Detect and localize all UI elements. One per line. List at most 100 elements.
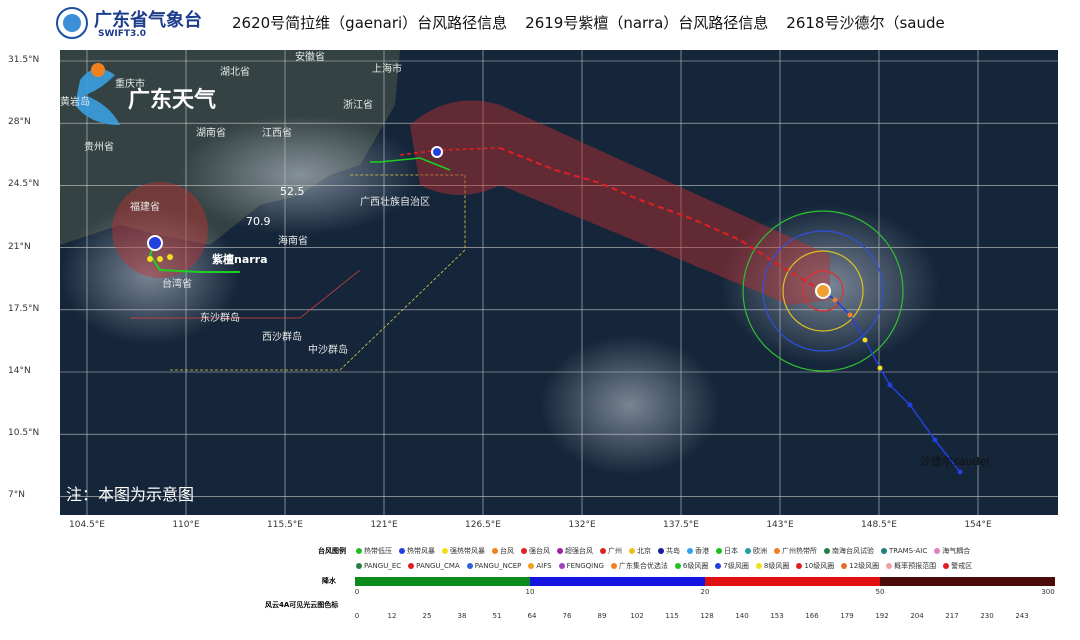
legend-label: PANGU_EC — [364, 562, 402, 570]
cloud-tick: 179 — [840, 612, 854, 620]
lon-label: 126.5°E — [465, 520, 501, 530]
precip-tick: 10 — [525, 588, 535, 596]
legend-swatch — [600, 548, 606, 554]
legend-swatch — [356, 563, 362, 569]
cloud-tick: 38 — [457, 612, 467, 620]
legend-item: 强热带风暴 — [442, 546, 485, 556]
lat-label: 28°N — [8, 117, 31, 128]
legend-swatch — [934, 548, 941, 554]
legend-label: 广州热带所 — [782, 547, 817, 555]
lat-label: 14°N — [8, 366, 31, 376]
precip-tick: 20 — [700, 588, 710, 596]
legend-swatch — [557, 548, 563, 554]
legend-label: 广东集合优选法 — [618, 562, 668, 570]
legend-item: PANGU_NCEP — [466, 562, 521, 570]
cloud-tick: 115 — [665, 612, 679, 620]
legend-item: 热带低压 — [356, 546, 392, 556]
cloud-tick: 192 — [875, 612, 889, 620]
logo-title: 广东省气象台 — [94, 10, 202, 31]
legend-swatch — [466, 563, 473, 569]
legend-row: PANGU_EC PANGU_CMA PANGU_NCEP AIFS FENGQING 广… — [356, 561, 972, 571]
legend-swatch — [408, 563, 415, 569]
legend-item: 广东集合优选法 — [610, 561, 668, 571]
logo-subtitle: SWIFT3.0 — [98, 29, 146, 39]
legend-item: 日本 — [716, 546, 738, 556]
ticker: 2620号简拉维（gaenari）台风路径信息 2619号紫檀（narra）台风路… — [232, 12, 945, 33]
lat-label: 10.5°N — [8, 428, 40, 439]
legend-swatch — [528, 563, 535, 569]
legend-swatch — [824, 548, 830, 554]
cloud-tick: 153 — [770, 612, 784, 620]
legend-item: 广州 — [600, 546, 622, 556]
legend-item: FENGQING — [558, 562, 604, 570]
legend-label: 8级风圈 — [763, 562, 790, 570]
legend-swatch — [755, 563, 762, 569]
place-label: 台湾省 — [162, 277, 192, 290]
legend-label: 欧洲 — [753, 547, 767, 555]
cloud-tick: 51 — [492, 612, 502, 620]
legend-item: 6级风圈 — [674, 561, 708, 571]
legend-label: 日本 — [724, 547, 738, 555]
legend-item: 香港 — [687, 546, 709, 556]
lon-label: 121°E — [370, 520, 398, 530]
lat-label: 17.5°N — [8, 303, 40, 314]
cloud-tick: 76 — [562, 612, 572, 620]
lat-label: 31.5°N — [8, 55, 40, 65]
legend-swatch — [674, 563, 681, 569]
legend-item: TRAMS-AIC — [881, 547, 927, 555]
legend-swatch — [658, 548, 664, 554]
place-label: 贵州省 — [84, 140, 114, 153]
legend-item: 警戒区 — [943, 561, 972, 571]
typhoon-label: 沙德尔saudel — [920, 454, 989, 468]
legend-label: 广州 — [608, 547, 622, 555]
legend-swatch — [492, 548, 498, 554]
legend-swatch — [716, 548, 722, 554]
place-label: 海南省 — [278, 234, 308, 247]
legend-label: PANGU_CMA — [416, 562, 460, 570]
lon-label: 115.5°E — [267, 520, 303, 530]
lon-label: 154°E — [964, 520, 992, 530]
legend-label: 10级风圈 — [804, 562, 835, 570]
legend-item: 超强台风 — [557, 546, 593, 556]
reading-label: 70.9 — [246, 215, 271, 228]
place-label: 湖北省 — [220, 65, 250, 78]
legend-row: 热带低压 热带风暴 强热带风暴 台风 强台风 超强台风 广州 北京 共岛 香港 日本 欧洲 广州热带所 南… — [356, 546, 970, 556]
legend-item: 南海台风试验 — [824, 546, 874, 556]
place-label: 浙江省 — [343, 98, 373, 111]
lat-label: 24.5°N — [8, 179, 40, 190]
legend-item: 北京 — [629, 546, 651, 556]
place-label: 湖南省 — [196, 126, 226, 139]
legend-label: 热带风暴 — [407, 547, 435, 555]
legend-swatch — [745, 548, 751, 554]
ticker-item: 2618号沙德尔（saude — [786, 14, 945, 32]
legend-item: 共岛 — [658, 546, 680, 556]
brand-label: 广东天气 — [128, 87, 216, 113]
cloud-tick: 140 — [735, 612, 749, 620]
cloud-tick: 102 — [630, 612, 644, 620]
lon-label: 143°E — [766, 520, 794, 530]
legend-label: 共岛 — [666, 547, 680, 555]
legend-swatch — [943, 563, 950, 569]
lon-label: 132°E — [568, 520, 596, 530]
legend-item: 广州热带所 — [774, 546, 817, 556]
legend-label: 概率预报范围 — [894, 562, 937, 570]
legend-swatch — [356, 548, 362, 554]
place-label: 江西省 — [262, 126, 292, 139]
legend-swatch — [881, 548, 887, 554]
cloud-tick: 128 — [700, 612, 714, 620]
legend-swatch — [841, 563, 848, 569]
legend-item: 强台风 — [521, 546, 550, 556]
legend-item: PANGU_CMA — [408, 562, 460, 570]
precip-tick: 300 — [1041, 588, 1055, 596]
legend-label: TRAMS-AIC — [889, 547, 928, 555]
place-label: 东沙群岛 — [200, 311, 240, 324]
legend-item: 台风 — [492, 546, 514, 556]
legend-label: FENGQING — [566, 562, 604, 570]
legend-swatch — [774, 548, 780, 554]
legend-swatch — [442, 548, 448, 554]
legend-item: 欧洲 — [745, 546, 767, 556]
cloud-tick: 230 — [980, 612, 994, 620]
cloud-tick: 12 — [387, 612, 397, 620]
